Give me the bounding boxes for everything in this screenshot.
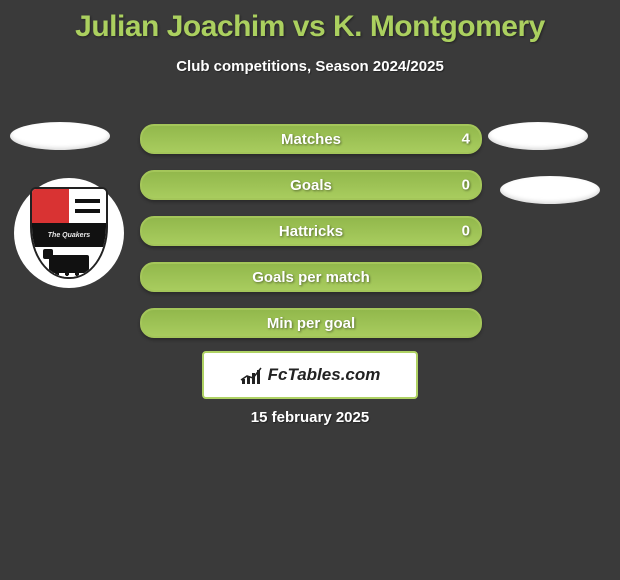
stat-label: Goals per match — [252, 269, 370, 286]
club-badge: The Quakers — [14, 178, 124, 288]
stat-label: Matches — [281, 131, 341, 148]
brand-box: FcTables.com — [202, 351, 418, 399]
stat-row: Goals per match — [140, 262, 482, 292]
right-value-oval-2 — [500, 176, 600, 204]
club-crest-icon: The Quakers — [30, 187, 108, 279]
stat-value-right: 4 — [462, 131, 470, 148]
right-value-oval-1 — [488, 122, 588, 150]
stat-label: Min per goal — [267, 315, 355, 332]
left-value-oval-1 — [10, 122, 110, 150]
stat-row: Goals 0 — [140, 170, 482, 200]
stats-container: Matches 4 Goals 0 Hattricks 0 Goals per … — [140, 124, 482, 354]
vs-text: vs — [293, 10, 325, 43]
brand-text: FcTables.com — [268, 365, 381, 385]
stat-label: Hattricks — [279, 223, 343, 240]
page-title: Julian Joachim vs K. Montgomery — [0, 0, 620, 44]
stat-row: Matches 4 — [140, 124, 482, 154]
subtitle: Club competitions, Season 2024/2025 — [0, 58, 620, 75]
stat-label: Goals — [290, 177, 332, 194]
chart-icon — [240, 366, 264, 384]
player2-name: K. Montgomery — [333, 10, 545, 43]
stat-row: Min per goal — [140, 308, 482, 338]
stat-value-right: 0 — [462, 177, 470, 194]
date-text: 15 february 2025 — [0, 409, 620, 426]
player1-name: Julian Joachim — [75, 10, 285, 43]
crest-motto: The Quakers — [48, 232, 90, 239]
stat-row: Hattricks 0 — [140, 216, 482, 246]
stat-value-right: 0 — [462, 223, 470, 240]
